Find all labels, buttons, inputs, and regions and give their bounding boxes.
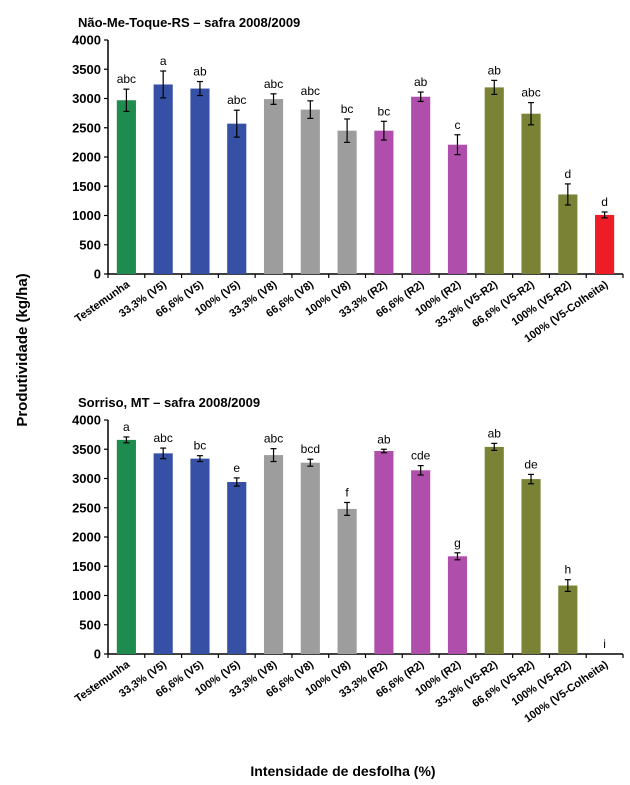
bar bbox=[484, 446, 504, 654]
significance-letter: i bbox=[603, 637, 606, 651]
significance-letter: e bbox=[233, 461, 240, 475]
x-tick-label: 33,3% (V5-R2) bbox=[433, 278, 500, 330]
y-tick-label: 3500 bbox=[72, 62, 101, 77]
bar bbox=[337, 508, 357, 654]
significance-letter: a bbox=[123, 420, 130, 434]
bar bbox=[447, 556, 468, 654]
significance-letter: ab bbox=[414, 75, 428, 89]
bar bbox=[411, 470, 431, 654]
significance-letter: ab bbox=[193, 65, 207, 79]
x-tick-label: 33,3% (V5-R2) bbox=[433, 658, 500, 710]
y-tick-label: 500 bbox=[79, 617, 101, 632]
bar bbox=[374, 130, 394, 274]
significance-letter: d bbox=[564, 167, 571, 181]
chart-title: Não-Me-Toque-RS – safra 2008/2009 bbox=[78, 15, 300, 30]
y-tick-label: 1000 bbox=[72, 208, 101, 223]
y-tick-label: 0 bbox=[94, 267, 101, 282]
bar bbox=[116, 439, 136, 654]
x-axis-label: Intensidade de desfolha (%) bbox=[250, 763, 435, 779]
bar bbox=[190, 88, 210, 275]
bar bbox=[300, 462, 320, 654]
bar bbox=[411, 96, 431, 275]
y-tick-label: 0 bbox=[94, 647, 101, 662]
y-tick-label: 500 bbox=[79, 237, 101, 252]
significance-letter: abc bbox=[264, 432, 283, 446]
y-tick-label: 4000 bbox=[72, 413, 101, 428]
significance-letter: abc bbox=[227, 93, 246, 107]
chart-title: Sorriso, MT – safra 2008/2009 bbox=[78, 395, 260, 410]
bar bbox=[153, 84, 173, 275]
significance-letter: h bbox=[564, 563, 571, 577]
significance-letter: bcd bbox=[301, 442, 320, 456]
bar bbox=[227, 123, 247, 274]
significance-letter: ab bbox=[488, 426, 502, 440]
y-axis-label: Produtividade (kg/ha) bbox=[14, 273, 31, 426]
bar bbox=[447, 144, 468, 274]
bar bbox=[337, 130, 357, 274]
significance-letter: bc bbox=[378, 104, 391, 118]
bar bbox=[558, 194, 578, 274]
y-tick-label: 2000 bbox=[72, 150, 101, 165]
y-tick-label: 2500 bbox=[72, 500, 101, 515]
bar bbox=[521, 479, 541, 654]
y-tick-label: 3500 bbox=[72, 442, 101, 457]
chart-panel-2: Sorriso, MT – safra 2008/2009 0 500 1000 150… bbox=[72, 395, 624, 725]
significance-letter: d bbox=[601, 195, 608, 209]
significance-letter: f bbox=[345, 485, 349, 499]
bar bbox=[595, 214, 615, 274]
bar bbox=[263, 99, 284, 275]
bar bbox=[558, 585, 578, 654]
significance-letter: cde bbox=[411, 449, 431, 463]
bar bbox=[190, 458, 210, 654]
significance-letter: ab bbox=[377, 432, 391, 446]
significance-letter: abc bbox=[264, 77, 283, 91]
bar bbox=[263, 455, 284, 654]
bar bbox=[153, 453, 173, 654]
y-tick-label: 1500 bbox=[72, 179, 101, 194]
y-tick-label: 3000 bbox=[72, 91, 101, 106]
y-tick-label: 1500 bbox=[72, 559, 101, 574]
bar bbox=[374, 451, 394, 654]
significance-letter: abc bbox=[153, 431, 172, 445]
y-tick-label: 2000 bbox=[72, 530, 101, 545]
y-tick-label: 1000 bbox=[72, 588, 101, 603]
significance-letter: abc bbox=[301, 84, 320, 98]
y-tick-label: 4000 bbox=[72, 33, 101, 48]
bar bbox=[484, 87, 504, 274]
significance-letter: ab bbox=[488, 63, 502, 77]
x-tick-label: 66,6% (V5-R2) bbox=[470, 278, 537, 330]
bar bbox=[521, 113, 541, 275]
bar bbox=[227, 482, 247, 654]
y-tick-label: 3000 bbox=[72, 471, 101, 486]
bar bbox=[300, 109, 320, 275]
bar bbox=[116, 100, 136, 274]
y-tick-label: 2500 bbox=[72, 120, 101, 135]
significance-letter: abc bbox=[117, 72, 136, 86]
significance-letter: bc bbox=[341, 102, 354, 116]
significance-letter: g bbox=[454, 536, 461, 550]
x-tick-label: 66,6% (V5-R2) bbox=[470, 658, 537, 710]
significance-letter: de bbox=[524, 457, 538, 471]
significance-letter: c bbox=[454, 118, 460, 132]
significance-letter: a bbox=[160, 54, 167, 68]
significance-letter: abc bbox=[521, 86, 540, 100]
significance-letter: bc bbox=[194, 439, 207, 453]
chart-panel-1: Não-Me-Toque-RS – safra 2008/2009 0 500 100… bbox=[72, 15, 624, 345]
